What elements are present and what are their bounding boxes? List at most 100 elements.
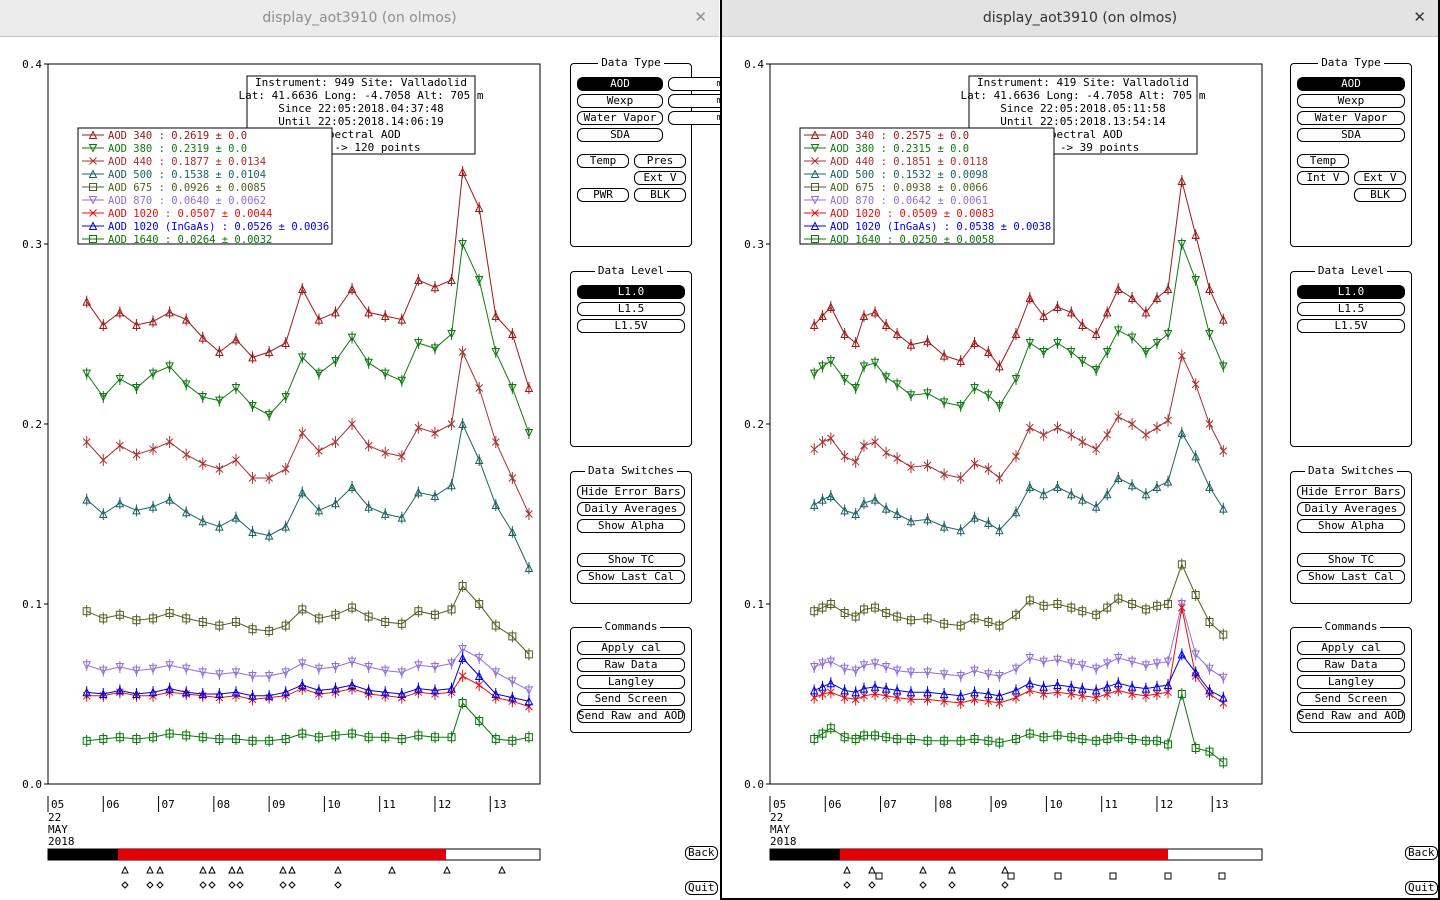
back-button[interactable]: Back (1405, 846, 1438, 860)
wexp-button[interactable]: Wexp (1297, 94, 1405, 108)
show-last-cal-button[interactable]: Show Last Cal (577, 570, 685, 584)
close-icon[interactable]: ✕ (1413, 8, 1426, 26)
langley-button[interactable]: Langley (1297, 675, 1405, 689)
daily-averages-button[interactable]: Daily Averages (1297, 502, 1405, 516)
int-v-button[interactable]: Int V (1297, 171, 1349, 185)
temp-button[interactable]: Temp (1297, 154, 1349, 168)
data-point (1219, 628, 1228, 641)
hide-error-bars-button[interactable]: Hide Error Bars (577, 485, 685, 499)
send-raw-aod-button[interactable]: Send Raw and AOD (1297, 709, 1405, 723)
data-point (132, 448, 141, 461)
show-tc-button[interactable]: Show TC (1297, 553, 1405, 567)
send-screen-button[interactable]: Send Screen (577, 692, 685, 706)
data-point (331, 661, 340, 673)
x-tick-label: 08 (217, 798, 230, 811)
data-point (525, 508, 533, 520)
data-point (1219, 445, 1228, 457)
show-tc-button[interactable]: Show TC (577, 553, 685, 567)
quit-button[interactable]: Quit (685, 881, 718, 895)
data-point (397, 733, 406, 745)
y-tick-label: 0.0 (744, 778, 764, 791)
legend-item: AOD 1020 (InGaAs) : 0.0538 ± 0.0038 (804, 221, 1051, 233)
raw-data-button[interactable]: Raw Data (1297, 658, 1405, 672)
temp-button[interactable]: Temp (577, 154, 629, 168)
show-alpha-button[interactable]: Show Alpha (577, 519, 685, 533)
sda-button[interactable]: SDA (577, 128, 663, 142)
panel-title-text: Commands (601, 620, 661, 633)
data-point (1066, 680, 1076, 693)
ext-v-button[interactable]: Ext V (634, 171, 686, 185)
data-point (1078, 493, 1087, 506)
data-point (380, 310, 390, 322)
hide-error-bars-button[interactable]: Hide Error Bars (1297, 485, 1405, 499)
aod-button[interactable]: AOD (1297, 77, 1405, 91)
data-point (198, 666, 208, 679)
data-point (524, 695, 534, 708)
info-line: L1.0 -> 39 points (1027, 141, 1140, 154)
timeline-bar[interactable] (769, 848, 1263, 861)
level-l15-button[interactable]: L1.5 (577, 302, 685, 316)
apply-cal-button[interactable]: Apply cal (1297, 641, 1405, 655)
wexp-button[interactable]: Wexp (577, 94, 663, 108)
data-point (364, 610, 373, 623)
level-l10-button[interactable]: L1.0 (577, 285, 685, 299)
langley-button[interactable]: Langley (577, 675, 685, 689)
back-button[interactable]: Back (685, 846, 718, 860)
sda-button[interactable]: SDA (1297, 128, 1405, 142)
level-l15v-button[interactable]: L1.5V (1297, 319, 1405, 333)
raw-data-button[interactable]: Raw Data (577, 658, 685, 672)
legend-item: AOD 1020 : 0.0507 ± 0.0044 (82, 208, 272, 220)
data-point (297, 283, 307, 295)
data-point (474, 652, 484, 664)
data-point (182, 612, 191, 625)
data-point (458, 238, 467, 250)
x-tick-label: 12 (438, 798, 451, 811)
data-point (397, 511, 407, 524)
level-l15-button[interactable]: L1.5 (1297, 302, 1405, 316)
data-point (939, 668, 949, 681)
apply-cal-button[interactable]: Apply cal (577, 641, 685, 655)
data-point (198, 616, 207, 628)
blk-button[interactable]: BLK (1354, 188, 1406, 202)
data-point (231, 616, 240, 628)
data-point (923, 335, 932, 348)
daily-averages-button[interactable]: Daily Averages (577, 502, 685, 516)
data-point (115, 608, 124, 621)
pres-button[interactable]: Pres (634, 154, 686, 168)
data-point (165, 659, 174, 672)
send-raw-aod-button[interactable]: Send Raw and AOD (577, 709, 685, 723)
data-point (906, 733, 915, 745)
info-line: Until 22:05:2018.13:54:14 (1000, 115, 1166, 128)
data-point (859, 603, 868, 616)
data-point (508, 472, 517, 484)
data-point (98, 391, 108, 403)
data-point (198, 457, 207, 470)
water-vapor-button[interactable]: Water Vapor (1297, 111, 1405, 125)
data-point (149, 443, 157, 456)
blk-button[interactable]: BLK (634, 188, 686, 202)
data-point (859, 659, 869, 672)
data-point (458, 652, 467, 664)
ext-v-button[interactable]: Ext V (1354, 171, 1406, 185)
show-alpha-button[interactable]: Show Alpha (1297, 519, 1405, 533)
close-icon[interactable]: ✕ (694, 8, 707, 26)
data-point (132, 688, 141, 700)
water-vapor-button[interactable]: Water Vapor (577, 111, 663, 125)
aod-button[interactable]: AOD (577, 77, 663, 91)
show-last-cal-button[interactable]: Show Last Cal (1297, 570, 1405, 584)
x-tick-label: 11 (383, 798, 396, 811)
timeline-bar[interactable] (47, 848, 541, 861)
send-screen-button[interactable]: Send Screen (1297, 692, 1405, 706)
data-point (281, 391, 291, 403)
pwr-button[interactable]: PWR (577, 188, 629, 202)
data-point (1218, 671, 1228, 684)
data-point (940, 734, 949, 747)
level-l15v-button[interactable]: L1.5V (577, 319, 685, 333)
data-point (1092, 608, 1101, 621)
data-point (818, 436, 827, 448)
data-point (331, 306, 340, 319)
window-instrument-949: display_aot3910 (on olmos) ✕ 0.0 0.1 0.2 0.… (0, 0, 776, 900)
data-point (165, 360, 174, 373)
level-l10-button[interactable]: L1.0 (1297, 285, 1405, 299)
quit-button[interactable]: Quit (1405, 881, 1438, 895)
